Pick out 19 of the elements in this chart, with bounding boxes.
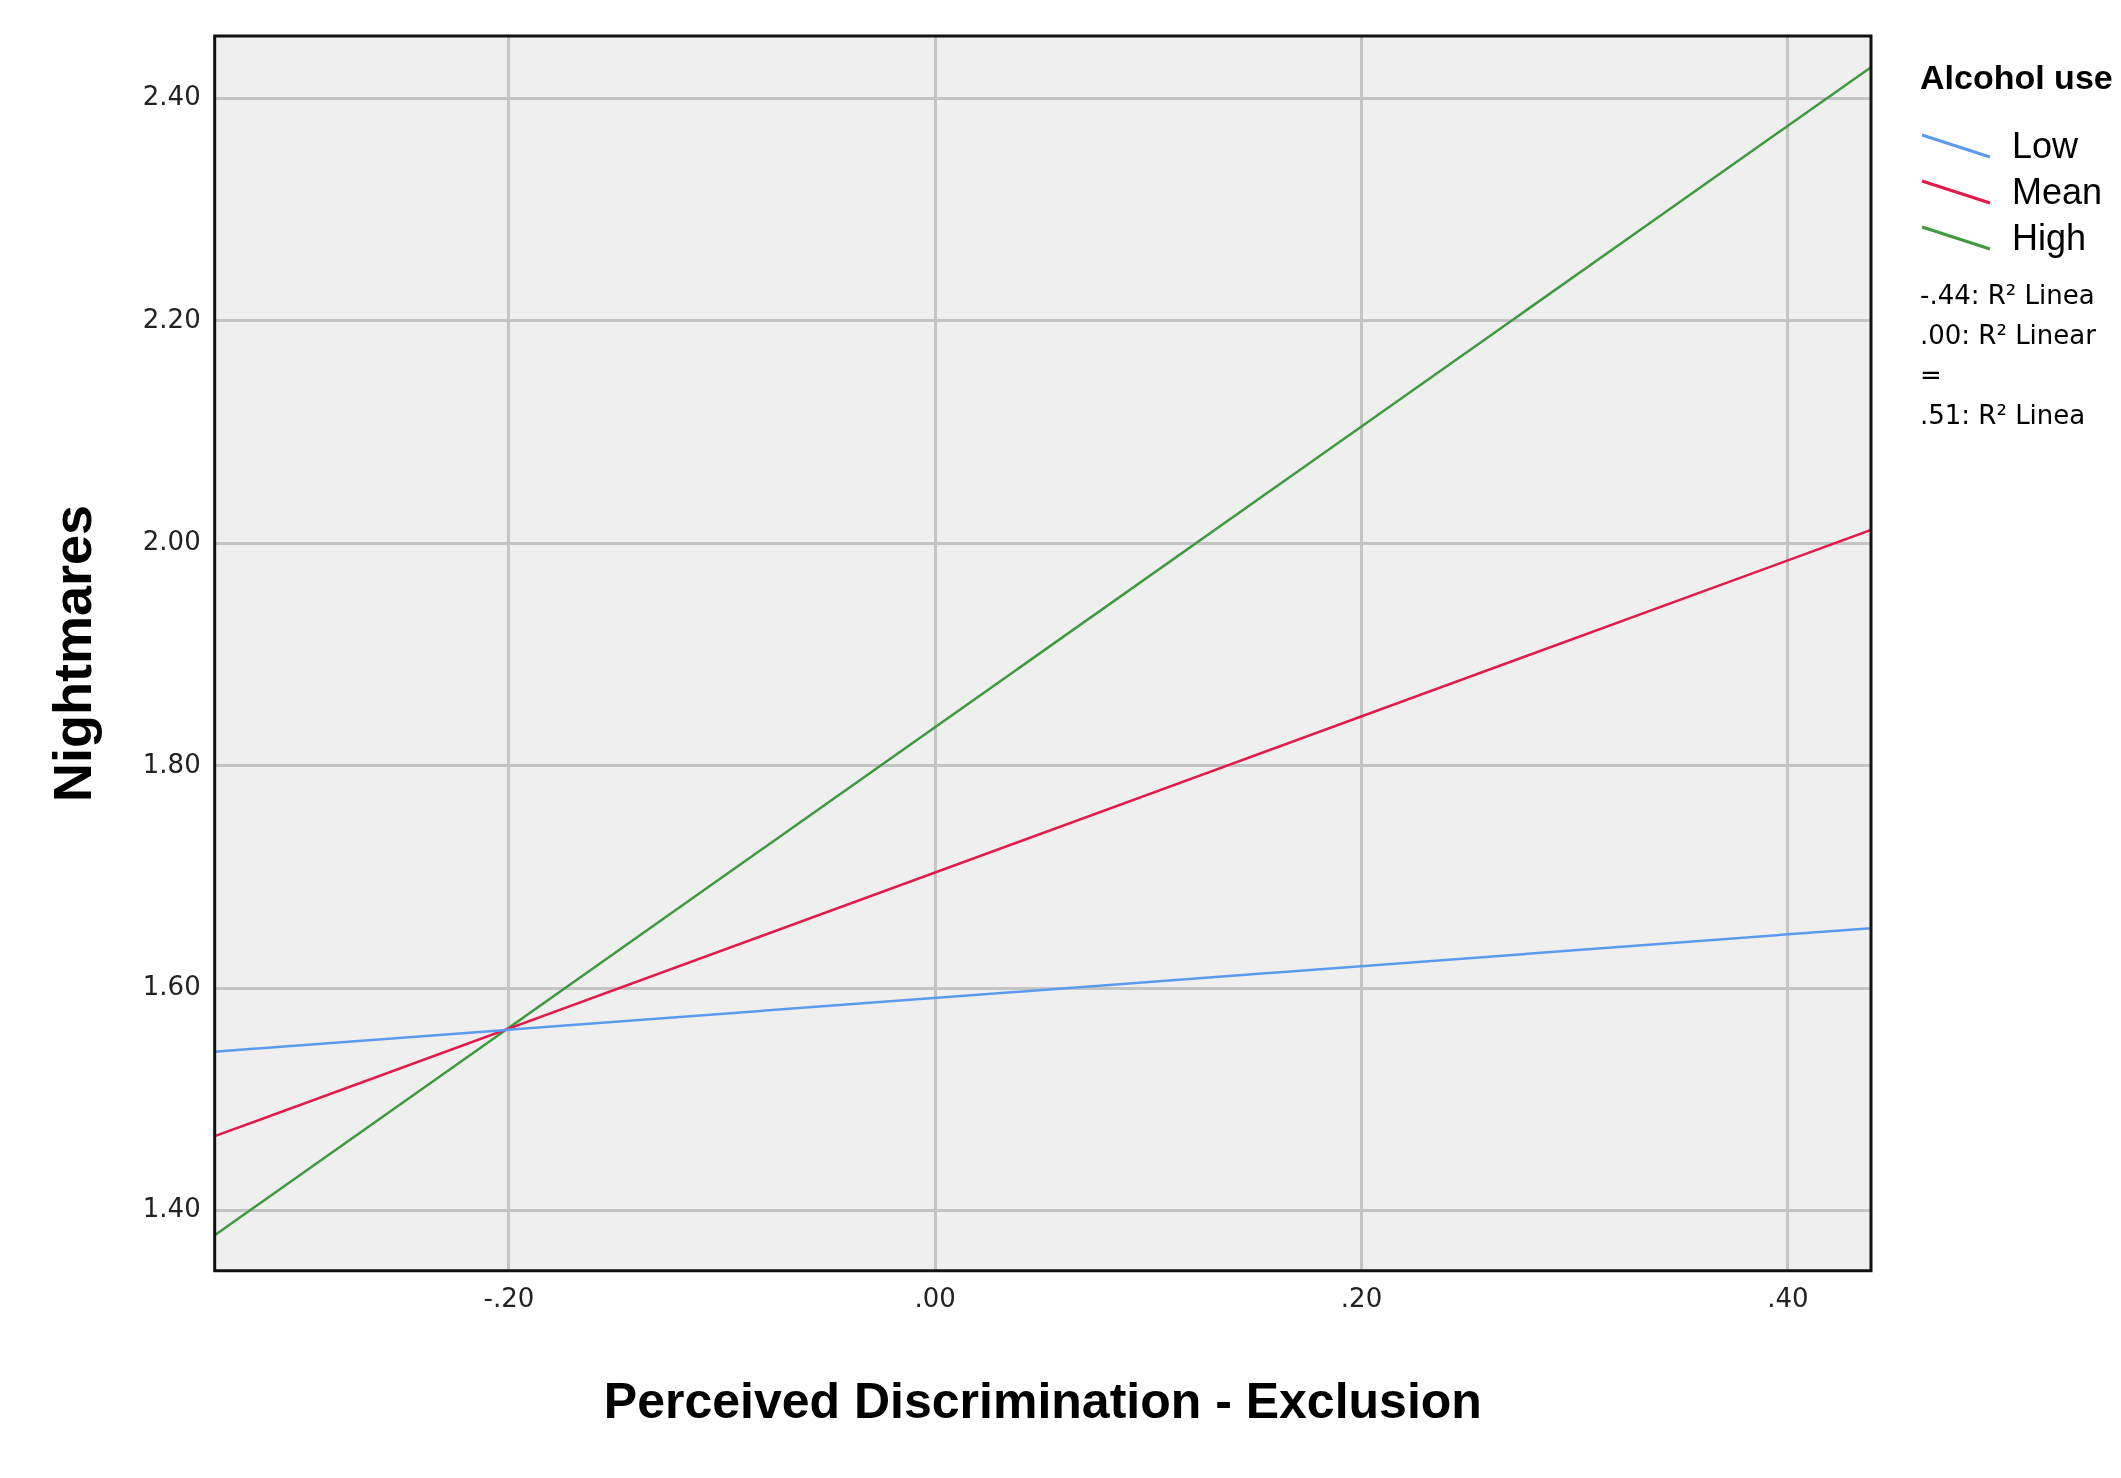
legend-label: Mean [2012, 171, 2103, 213]
text: -.44: R² Linea [1920, 279, 2096, 312]
x-tick-label: .00 [914, 1283, 956, 1314]
legend-label: Low [2012, 125, 2079, 167]
y-tick-label: 2.20 [142, 303, 201, 334]
x-tick-label: .20 [1340, 1283, 1383, 1314]
legend-label: High [2012, 217, 2087, 259]
legend-title: Alcohol use [1920, 58, 2114, 97]
y-tick-label: 2.00 [142, 526, 201, 557]
x-axis-title: Perceived Discrimination - Exclusion [603, 1372, 1482, 1429]
text: .51: R² Linea [1920, 399, 2087, 432]
text: .00: R² Linear = [1920, 319, 2097, 392]
y-tick-label: 2.40 [142, 81, 201, 112]
x-tick-label: -.20 [483, 1283, 535, 1314]
y-tick-label: 1.40 [142, 1193, 201, 1224]
x-tick-label: .40 [1767, 1283, 1809, 1314]
y-axis-title: Nightmares [42, 504, 103, 802]
y-tick-label: 1.80 [142, 748, 201, 779]
y-tick-label: 1.60 [142, 970, 201, 1001]
